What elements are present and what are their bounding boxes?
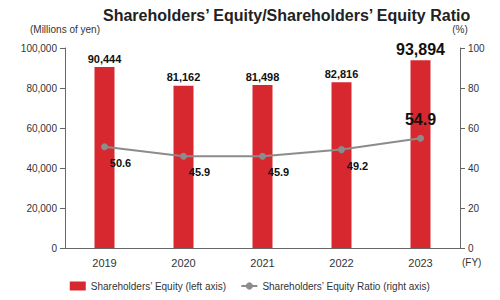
svg-text:81,498: 81,498	[246, 71, 280, 83]
svg-text:80,000: 80,000	[26, 83, 57, 94]
svg-text:0: 0	[51, 243, 57, 254]
svg-text:93,894: 93,894	[396, 41, 445, 58]
svg-text:100: 100	[468, 43, 485, 54]
svg-text:60,000: 60,000	[26, 123, 57, 134]
svg-text:(Millions of yen): (Millions of yen)	[30, 24, 100, 35]
svg-text:2023: 2023	[408, 257, 432, 269]
svg-text:82,816: 82,816	[325, 68, 359, 80]
svg-text:Shareholders’ Equity/Sharehold: Shareholders’ Equity/Shareholders’ Equit…	[103, 7, 470, 24]
svg-text:40: 40	[468, 163, 480, 174]
svg-text:40,000: 40,000	[26, 163, 57, 174]
svg-text:49.2: 49.2	[347, 160, 368, 172]
svg-text:2020: 2020	[171, 257, 195, 269]
svg-text:45.9: 45.9	[189, 166, 210, 178]
svg-text:(%): (%)	[452, 24, 468, 35]
svg-text:2019: 2019	[92, 257, 116, 269]
svg-text:45.9: 45.9	[268, 166, 289, 178]
svg-text:0: 0	[468, 243, 474, 254]
svg-text:2022: 2022	[329, 257, 353, 269]
svg-text:60: 60	[468, 123, 480, 134]
svg-text:90,444: 90,444	[88, 53, 123, 65]
svg-text:20: 20	[468, 203, 480, 214]
svg-text:80: 80	[468, 83, 480, 94]
svg-text:100,000: 100,000	[21, 43, 58, 54]
svg-text:54.9: 54.9	[405, 111, 436, 128]
svg-text:Shareholders’ Equity (left axi: Shareholders’ Equity (left axis)	[91, 281, 226, 292]
svg-text:2021: 2021	[250, 257, 274, 269]
svg-text:Shareholders’ Equity Ratio (ri: Shareholders’ Equity Ratio (right axis)	[262, 281, 429, 292]
svg-text:20,000: 20,000	[26, 203, 57, 214]
svg-text:50.6: 50.6	[110, 157, 131, 169]
svg-text:(FY): (FY)	[462, 257, 481, 268]
svg-text:81,162: 81,162	[167, 71, 201, 83]
